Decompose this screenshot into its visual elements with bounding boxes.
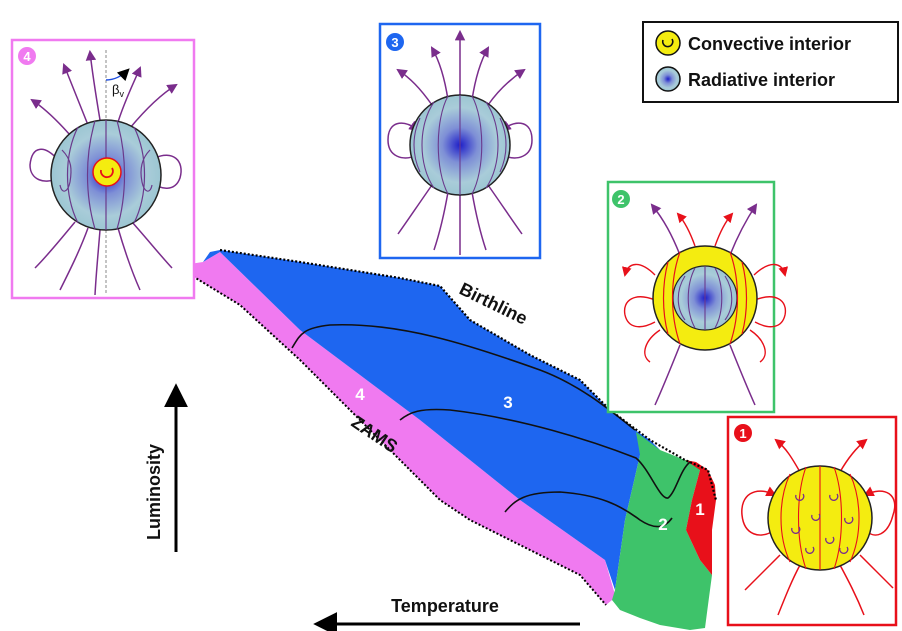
panel-2-badge: 2 [617, 192, 624, 207]
region-2-fill [612, 432, 712, 630]
luminosity-axis-label: Luminosity [144, 444, 164, 540]
region-4-label: 4 [355, 385, 365, 404]
region-2-label: 2 [658, 515, 667, 534]
birthline-curve [219, 248, 718, 501]
panel-4-badge: 4 [23, 49, 31, 64]
panel-3-badge-icon [386, 33, 404, 51]
contour-line-b [399, 408, 691, 499]
convective-legend-label: Convective interior [688, 34, 851, 54]
panel-2-badge-icon [612, 190, 630, 208]
convective-swirl-icon [661, 38, 674, 48]
legend: Convective interior Radiative interior [642, 21, 899, 103]
region-3-label: 3 [503, 393, 512, 412]
panel-4-angle-label: βv [112, 82, 124, 99]
region-4-fill [176, 252, 618, 605]
region-1-fill [685, 460, 716, 575]
panel-1-badge: 1 [739, 426, 746, 441]
region-3-fill [203, 250, 660, 590]
panel-1: 1 [726, 415, 898, 627]
hr-band [175, 248, 718, 630]
panel-2: 2 [606, 180, 789, 414]
panel-4-angle-symbol: β [112, 82, 119, 97]
panel-3: 3 [378, 22, 542, 260]
region-1-label: 1 [695, 500, 704, 519]
panel-3-badge: 3 [391, 35, 398, 50]
panel-4-badge-icon [18, 47, 36, 65]
contour-line-c [504, 491, 673, 528]
contour-line-a [291, 323, 636, 431]
temperature-axis: Temperature [313, 596, 580, 631]
panel-4-angle-subscript: v [119, 89, 124, 99]
temperature-axis-label: Temperature [391, 596, 499, 616]
panel-4: 4 βv [10, 38, 196, 300]
luminosity-axis: Luminosity [144, 383, 188, 552]
convective-legend-icon [655, 30, 681, 56]
radiative-legend-label: Radiative interior [688, 70, 835, 90]
radiative-legend-icon [655, 66, 681, 92]
panel-4-convective-core [92, 157, 122, 187]
panel-1-badge-icon [734, 424, 752, 442]
